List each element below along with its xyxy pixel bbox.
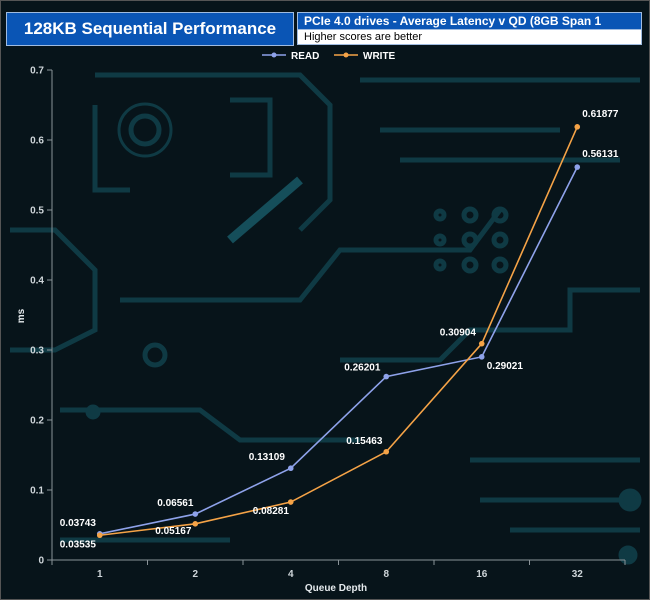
data-point-read (478, 354, 485, 360)
data-labels: 0.03743 0.06561 0.13109 0.26201 0.29021 0.561… (60, 109, 619, 550)
y-tick-label: 0.5 (30, 206, 44, 217)
legend-read-marker (271, 52, 277, 58)
x-tick-label: 2 (192, 569, 198, 580)
series-layer (96, 124, 581, 539)
series-line-read (99, 166, 578, 535)
x-tick-label: 16 (476, 569, 488, 580)
data-point-read (192, 511, 199, 517)
x-tick-label: 1 (97, 569, 103, 580)
data-point-read (287, 465, 294, 472)
y-tick-label: 0.6 (30, 136, 44, 147)
chart-title: 128KB Sequential Performance (6, 12, 294, 46)
legend-write-label: WRITE (363, 51, 396, 62)
data-label-read: 0.03743 (60, 518, 97, 529)
y-tick-label: 0.1 (30, 486, 44, 497)
y-ticks: 0 0.1 0.2 0.3 0.4 0.5 0.6 0.7 (30, 66, 52, 567)
data-label-read: 0.56131 (582, 149, 619, 160)
legend-read-label: READ (291, 51, 319, 62)
data-point-write (383, 448, 390, 455)
data-point-write (574, 124, 581, 130)
y-axis-label: ms (16, 308, 27, 323)
x-axis-label: Queue Depth (305, 583, 367, 594)
data-label-write: 0.30904 (440, 328, 477, 339)
data-label-read: 0.06561 (157, 498, 194, 509)
series-line-write (99, 126, 578, 537)
x-tick-label: 8 (383, 569, 389, 580)
data-label-write: 0.61877 (582, 109, 619, 120)
circuit-background (10, 72, 642, 565)
data-point-write (478, 340, 485, 347)
data-point-read (574, 164, 581, 170)
y-tick-label: 0.7 (30, 66, 44, 77)
chart-subtitle: PCIe 4.0 drives - Average Latency v QD (… (297, 12, 642, 44)
data-point-write (192, 521, 199, 527)
data-label-read: 0.29021 (487, 361, 524, 372)
y-tick-label: 0.3 (30, 346, 44, 357)
legend-write-marker (343, 52, 349, 58)
data-label-write: 0.15463 (346, 436, 383, 447)
y-tick-label: 0.2 (30, 416, 44, 427)
x-tick-label: 4 (288, 569, 294, 580)
x-ticks: 1 2 4 8 16 32 (51, 560, 626, 580)
subtitle-panel: PCIe 4.0 drives - Average Latency v QD (… (297, 12, 642, 45)
data-label-write: 0.05167 (155, 526, 192, 537)
data-label-write: 0.08281 (253, 506, 290, 517)
data-label-read: 0.13109 (249, 452, 286, 463)
data-label-read: 0.26201 (344, 363, 381, 374)
legend: READ WRITE (262, 51, 396, 62)
data-point-write (96, 532, 103, 539)
data-label-write: 0.03535 (60, 539, 97, 550)
chart-note: Higher scores are better (297, 29, 642, 45)
data-point-read (383, 373, 390, 380)
data-point-write (287, 499, 294, 505)
y-tick-label: 0.4 (30, 276, 44, 287)
x-tick-label: 32 (572, 569, 584, 580)
y-tick-label: 0 (38, 556, 44, 567)
